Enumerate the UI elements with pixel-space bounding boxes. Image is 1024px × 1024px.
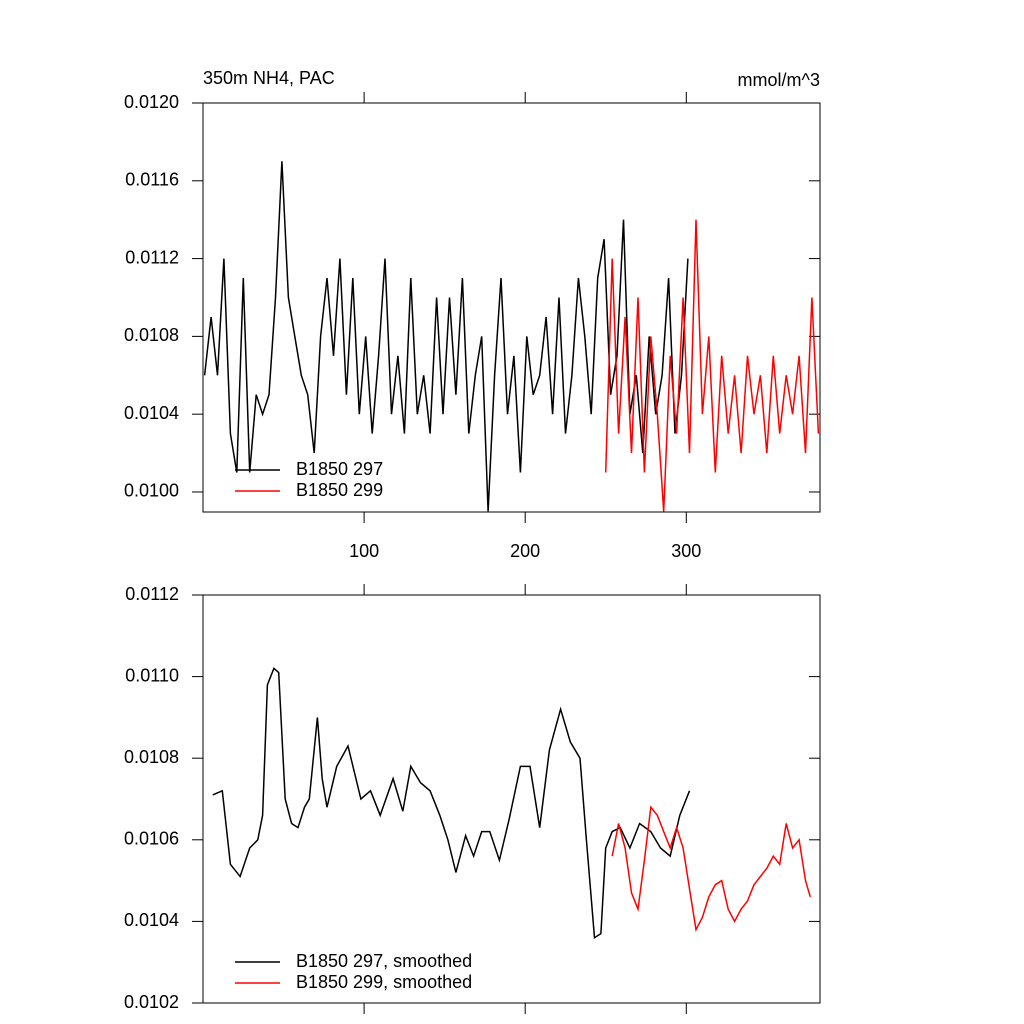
x-tick-label: 200 bbox=[510, 541, 540, 561]
series-line bbox=[604, 219, 820, 512]
y-tick-label: 0.0104 bbox=[124, 403, 179, 423]
y-tick-label: 0.0112 bbox=[125, 584, 179, 604]
legend-label: B1850 297 bbox=[296, 459, 383, 479]
legend-label: B1850 297, smoothed bbox=[296, 951, 472, 971]
y-tick-label: 0.0120 bbox=[124, 92, 179, 112]
y-tick-label: 0.0108 bbox=[124, 747, 179, 767]
y-tick-label: 0.0106 bbox=[124, 829, 179, 849]
series-line bbox=[212, 667, 691, 940]
y-tick-label: 0.0108 bbox=[124, 325, 179, 345]
series-line bbox=[203, 161, 689, 512]
plot-frame bbox=[202, 102, 821, 513]
y-tick-label: 0.0110 bbox=[125, 665, 179, 685]
y-tick-label: 0.0100 bbox=[124, 481, 179, 501]
y-tick-label: 0.0116 bbox=[125, 170, 179, 190]
y-tick-label: 0.0112 bbox=[125, 247, 179, 267]
x-tick-label: 100 bbox=[349, 541, 379, 561]
plot-frame bbox=[202, 594, 821, 1004]
legend-label: B1850 299, smoothed bbox=[296, 972, 472, 992]
x-tick-label: 300 bbox=[671, 541, 701, 561]
y-tick-label: 0.0104 bbox=[124, 910, 179, 930]
series-line bbox=[611, 805, 812, 932]
units-label: mmol/m^3 bbox=[738, 70, 820, 90]
chart-title: 350m NH4, PAC bbox=[203, 68, 335, 88]
legend-label: B1850 299 bbox=[296, 480, 383, 500]
y-tick-label: 0.0102 bbox=[124, 992, 179, 1012]
